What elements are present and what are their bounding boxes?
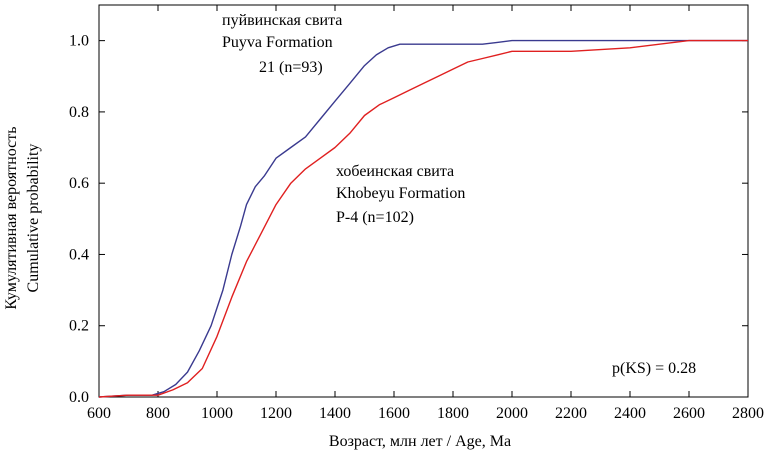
plot-frame <box>98 4 749 398</box>
x-tick-label: 1200 <box>260 405 292 422</box>
puyva-label-en: Puyva Formation <box>222 34 333 51</box>
x-tick-label: 2200 <box>555 405 587 422</box>
x-tick-label: 2000 <box>496 405 528 422</box>
pks-annotation: p(KS) = 0.28 <box>612 360 696 377</box>
y-tick-label: 0.0 <box>69 389 89 406</box>
puyva-cdf-line <box>98 39 748 398</box>
x-tick-label: 1400 <box>319 405 351 422</box>
y-axis-title-en: Cumulative probability <box>25 144 42 293</box>
x-tick-label: 800 <box>146 405 170 422</box>
y-tick-label: 0.6 <box>69 175 89 192</box>
x-tick-label: 600 <box>87 405 111 422</box>
y-axis-ticks: 0.0 0.2 0.4 0.6 0.8 1.0 <box>69 33 748 406</box>
y-axis-title-ru: Кумулятивная вероятность <box>3 126 20 309</box>
x-tick-label: 1000 <box>201 405 233 422</box>
x-axis-title: Возраст, млн лет / Age, Ma <box>329 433 511 450</box>
x-tick-label: 2400 <box>614 405 646 422</box>
y-tick-label: 0.8 <box>69 104 89 121</box>
y-tick-label: 0.2 <box>69 318 89 335</box>
x-tick-label: 1600 <box>378 405 410 422</box>
khobeyu-label-en: Khobeyu Formation <box>336 185 465 202</box>
puyva-sample: 21 (n=93) <box>259 59 323 76</box>
x-tick-label: 1800 <box>437 405 469 422</box>
y-tick-label: 0.4 <box>69 246 89 263</box>
y-tick-label: 1.0 <box>69 33 89 50</box>
khobeyu-label-ru: хобеинская свита <box>336 163 454 180</box>
khobeyu-sample: P-4 (n=102) <box>336 209 414 226</box>
x-tick-label: 2600 <box>673 405 705 422</box>
khobeyu-cdf-line <box>98 39 748 398</box>
x-axis-ticks: 600 800 1000 1200 1400 1600 1800 2000 2200 2400 26… <box>87 5 764 422</box>
plot-area <box>98 4 749 398</box>
puyva-label-ru: пуйвинская свита <box>222 12 342 29</box>
series-lines <box>98 39 748 398</box>
x-tick-label: 2800 <box>732 405 764 422</box>
